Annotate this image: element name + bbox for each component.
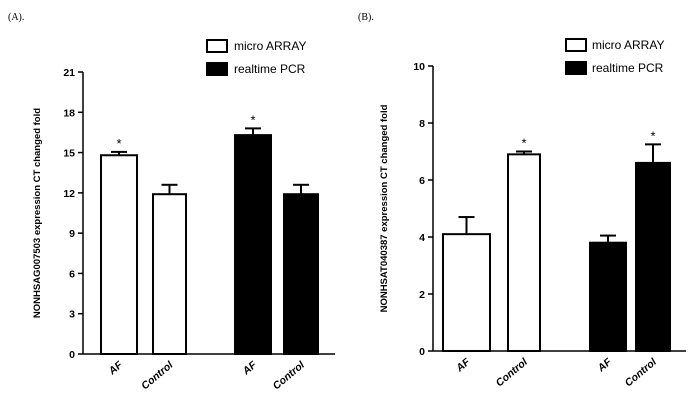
x-category-label: Control: [494, 355, 531, 389]
legend: micro ARRAY realtime PCR: [565, 38, 664, 75]
panel-label: (A).: [8, 12, 24, 23]
panel-label: (B).: [358, 12, 374, 23]
x-category-label: AF: [595, 356, 615, 375]
y-tick-label: 6: [69, 268, 75, 280]
bar-realtime-pcr-control: [635, 161, 671, 352]
y-tick-label: 10: [413, 61, 425, 73]
legend-label: realtime PCR: [592, 61, 664, 75]
bar-realtime-pcr-af: [234, 134, 272, 355]
x-category-label: Control: [623, 355, 660, 389]
y-tick-label: 15: [63, 148, 75, 160]
y-tick-label: 4: [419, 232, 425, 244]
bar-micro-array-af: [100, 154, 138, 355]
y-tick-label: 6: [419, 175, 425, 187]
y-tick-label: 8: [419, 118, 425, 130]
y-tick-label: 0: [419, 346, 425, 358]
legend-swatch-realtime-pcr: [565, 61, 587, 75]
bar-micro-array-control: [507, 153, 541, 352]
legend-swatch-micro-array: [565, 38, 587, 52]
y-tick-label: 18: [63, 107, 75, 119]
legend-label: micro ARRAY: [592, 38, 664, 52]
y-axis-title: NONHSAG007503 expression CT changed fold: [32, 108, 43, 318]
chart-panel-b: (B). NONHSAT040387 expression CT changed …: [358, 12, 686, 389]
legend: micro ARRAY realtime PCR: [206, 39, 306, 76]
x-category-label: Control: [139, 358, 176, 392]
y-tick-label: 0: [69, 349, 75, 361]
significance-star: *: [521, 136, 526, 151]
bar-realtime-pcr-control: [283, 193, 319, 355]
legend-label: micro ARRAY: [234, 39, 306, 53]
x-category-label: AF: [453, 356, 473, 375]
bar-realtime-pcr-af: [589, 241, 627, 352]
bar-micro-array-control: [152, 193, 187, 355]
x-category-label: AF: [240, 359, 260, 378]
chart-panel-a: (A). NONHSAG007503 expression CT changed …: [8, 12, 335, 392]
legend-swatch-micro-array: [206, 39, 228, 53]
y-axis-title: NONHSAT040387 expression CT changed fold: [379, 104, 390, 312]
legend-swatch-realtime-pcr: [206, 62, 228, 76]
significance-star: *: [116, 136, 121, 151]
x-category-label: AF: [106, 359, 126, 378]
y-tick-label: 12: [63, 188, 75, 200]
significance-star: *: [250, 112, 255, 127]
y-tick-label: 2: [419, 289, 425, 301]
y-tick-label: 9: [69, 228, 75, 240]
bar-micro-array-af: [442, 233, 491, 352]
significance-star: *: [650, 128, 655, 143]
x-category-label: Control: [271, 358, 308, 392]
legend-label: realtime PCR: [234, 62, 306, 76]
y-tick-label: 3: [69, 309, 75, 321]
y-tick-label: 21: [63, 67, 75, 79]
